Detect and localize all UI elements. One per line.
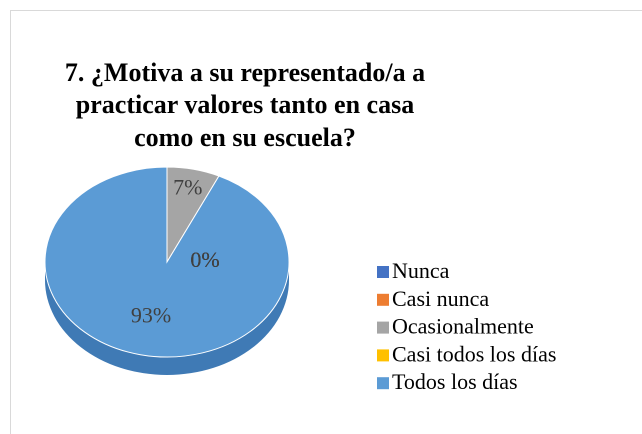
data-label: 0% xyxy=(190,247,219,272)
legend-label: Nunca xyxy=(392,258,450,283)
pie-slice xyxy=(44,166,290,358)
chart-title: practicar valores tanto en casa xyxy=(76,90,414,119)
chart-title: 7. ¿Motiva a su representado/a a xyxy=(65,58,425,87)
pie-side xyxy=(45,262,289,375)
legend-swatch xyxy=(377,321,389,334)
data-label: 7% xyxy=(173,175,202,200)
legend-label: Casi todos los días xyxy=(392,341,556,366)
chart-title: como en su escuela? xyxy=(134,123,356,152)
legend-swatch xyxy=(377,377,389,390)
legend-label: Todos los días xyxy=(392,369,518,394)
data-label: 0% xyxy=(190,247,219,272)
legend-swatch xyxy=(377,266,389,278)
legend-label: Casi nunca xyxy=(392,286,489,311)
legend-label: Ocasionalmente xyxy=(392,314,534,339)
data-label: 93% xyxy=(131,303,171,328)
legend-swatch xyxy=(377,349,389,362)
data-label: 0% xyxy=(190,247,219,272)
legend-swatch xyxy=(377,293,389,306)
